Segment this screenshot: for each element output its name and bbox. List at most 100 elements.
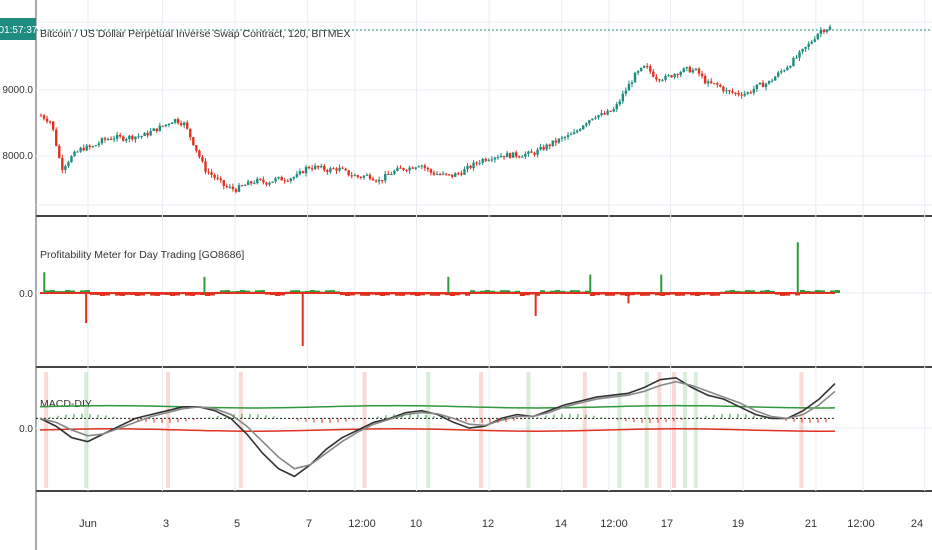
candle-body [777,72,780,77]
candle-body [740,94,743,96]
candle-body [85,145,88,151]
candle-body [515,152,518,157]
candle-body [350,175,353,177]
candle-body [335,168,338,171]
pm-baseline-bar [445,293,450,296]
pm-baseline-bar [420,293,425,296]
x-label-7: 14 [555,518,567,530]
candle-body [435,174,439,176]
candle-body [323,165,326,171]
macd-upper-band [39,404,836,409]
candle-body [155,128,158,132]
candle-body [332,168,335,170]
candle-body [246,181,250,185]
pm-baseline-bar [480,290,485,293]
candle-body [481,159,484,163]
pm-baseline-bar [115,293,120,296]
candle-body [55,129,58,146]
candle-body [271,181,274,183]
candle-body [752,89,756,93]
pm-baseline-bar [765,290,770,293]
candle-body [563,137,567,139]
candle-body [262,179,265,183]
pm-zero-label: 0.0 [19,289,33,300]
candle-body [115,135,119,139]
candle-body [441,173,445,175]
candle-body [329,168,332,172]
pm-baseline-bar [315,290,320,293]
candle-body [700,73,704,77]
pm-baseline-bar [100,293,105,296]
pm-baseline-bar [770,290,775,293]
candle-body [402,168,405,170]
symbol-title: Bitcoin / US Dollar Perpetual Inverse Sw… [40,28,350,40]
candle-body [179,123,183,126]
panel-frames [35,0,932,550]
candle-body [694,68,698,71]
candle-body [70,156,73,163]
candle-body [286,180,289,182]
pm-baseline-bar [375,293,380,296]
candle-body [783,70,786,72]
candle-body [728,90,731,92]
pm-baseline-bar [120,293,125,296]
candle-body [743,93,746,96]
candle-body [76,151,79,153]
candle-body [560,137,564,139]
price-tick-8000: 8000.0 [2,151,33,162]
candle-body [749,92,752,94]
candle-body [822,30,826,32]
candle-body [518,156,521,158]
candle-body [801,48,804,52]
candle-body [176,119,180,124]
pm-baseline-bar [450,293,455,296]
x-axis: Jun 3 5 7 12:00 10 12 14 12:00 17 19 21 12:00 24 [79,518,923,530]
candle-body [222,180,225,186]
candle-body [362,175,366,178]
candle-body [277,176,280,179]
candle-body [219,178,222,181]
pm-baseline-bar [630,293,635,296]
pm-baseline-bar [105,293,110,296]
macd-shade-3 [238,372,243,488]
candle-body [128,135,131,140]
candle-body [58,145,61,158]
macd-shade-14 [693,372,698,488]
candle-body [149,130,152,136]
pm-baseline-bar [590,293,595,296]
candle-body [451,174,454,177]
candle-body [164,124,168,127]
candle-body [210,172,213,175]
price-tick-9000: 9000.0 [2,85,33,96]
pm-baseline-bar [750,290,755,293]
candle-body [502,155,506,158]
pm-baseline-bar [345,293,350,296]
candle-body [292,176,296,179]
candle-body [173,119,177,123]
candle-body [97,143,101,146]
candle-body [283,180,286,182]
candle-body [411,167,414,169]
candle-body [624,90,628,94]
candle-body [682,68,685,73]
x-label-1: 3 [163,518,169,530]
candle-body [137,136,140,138]
candle-body [231,186,235,190]
candle-body [585,123,588,126]
candle-body [719,84,722,87]
pm-baseline-bar [310,290,315,293]
pm-baseline-bar [645,293,650,296]
candle-body [393,170,396,175]
x-label-0: Jun [79,518,97,530]
candle-body [344,168,347,171]
candle-body [810,41,813,44]
pm-baseline-bar [340,293,345,296]
pm-baseline-bar [350,293,355,296]
candle-body [490,159,494,161]
candle-body [186,122,189,129]
candle-body [618,101,622,105]
pm-baseline-bar [760,290,765,293]
candle-body [192,137,195,146]
candle-body [597,115,600,118]
